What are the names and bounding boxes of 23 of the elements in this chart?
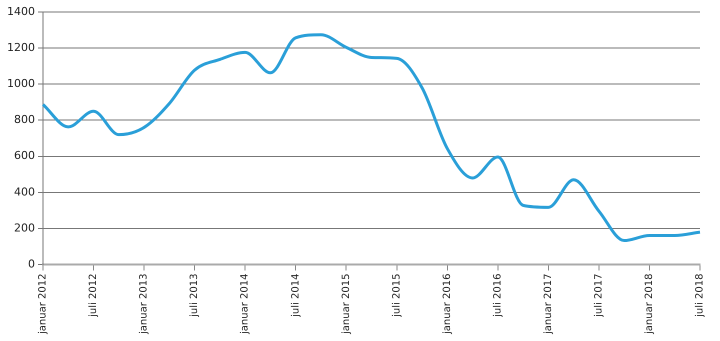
y-tick-label: 1200	[6, 40, 35, 54]
x-tick-label: juli 2012	[88, 274, 100, 318]
x-tick-label: januar 2016	[442, 274, 453, 336]
y-tick-label: 600	[14, 149, 35, 162]
y-tick-label: 200	[14, 221, 35, 234]
x-tick-label: juli 2014	[290, 274, 302, 318]
x-tick-label: januar 2018	[644, 274, 656, 336]
y-tick-label: 1000	[6, 77, 35, 90]
x-tick-label: januar 2017	[542, 274, 554, 336]
x-tick-label: januar 2013	[138, 274, 150, 336]
y-tick-label: 0	[28, 257, 35, 270]
x-tick-label: juli 2018	[694, 274, 706, 318]
x-tick-label: januar 2015	[340, 274, 352, 336]
x-tick-label: juli 2013	[189, 274, 200, 318]
x-tick-label: juli 2016	[492, 274, 504, 318]
y-tick-label: 1400	[6, 4, 35, 18]
x-tick-label: juli 2017	[594, 274, 605, 318]
x-tick-label: januar 2014	[240, 274, 251, 336]
x-tick-label: januar 2012	[38, 274, 49, 336]
x-tick-label: juli 2015	[391, 274, 402, 318]
y-tick-label: 800	[14, 113, 35, 126]
line-series	[41, 33, 702, 242]
y-tick-label: 400	[14, 185, 35, 198]
